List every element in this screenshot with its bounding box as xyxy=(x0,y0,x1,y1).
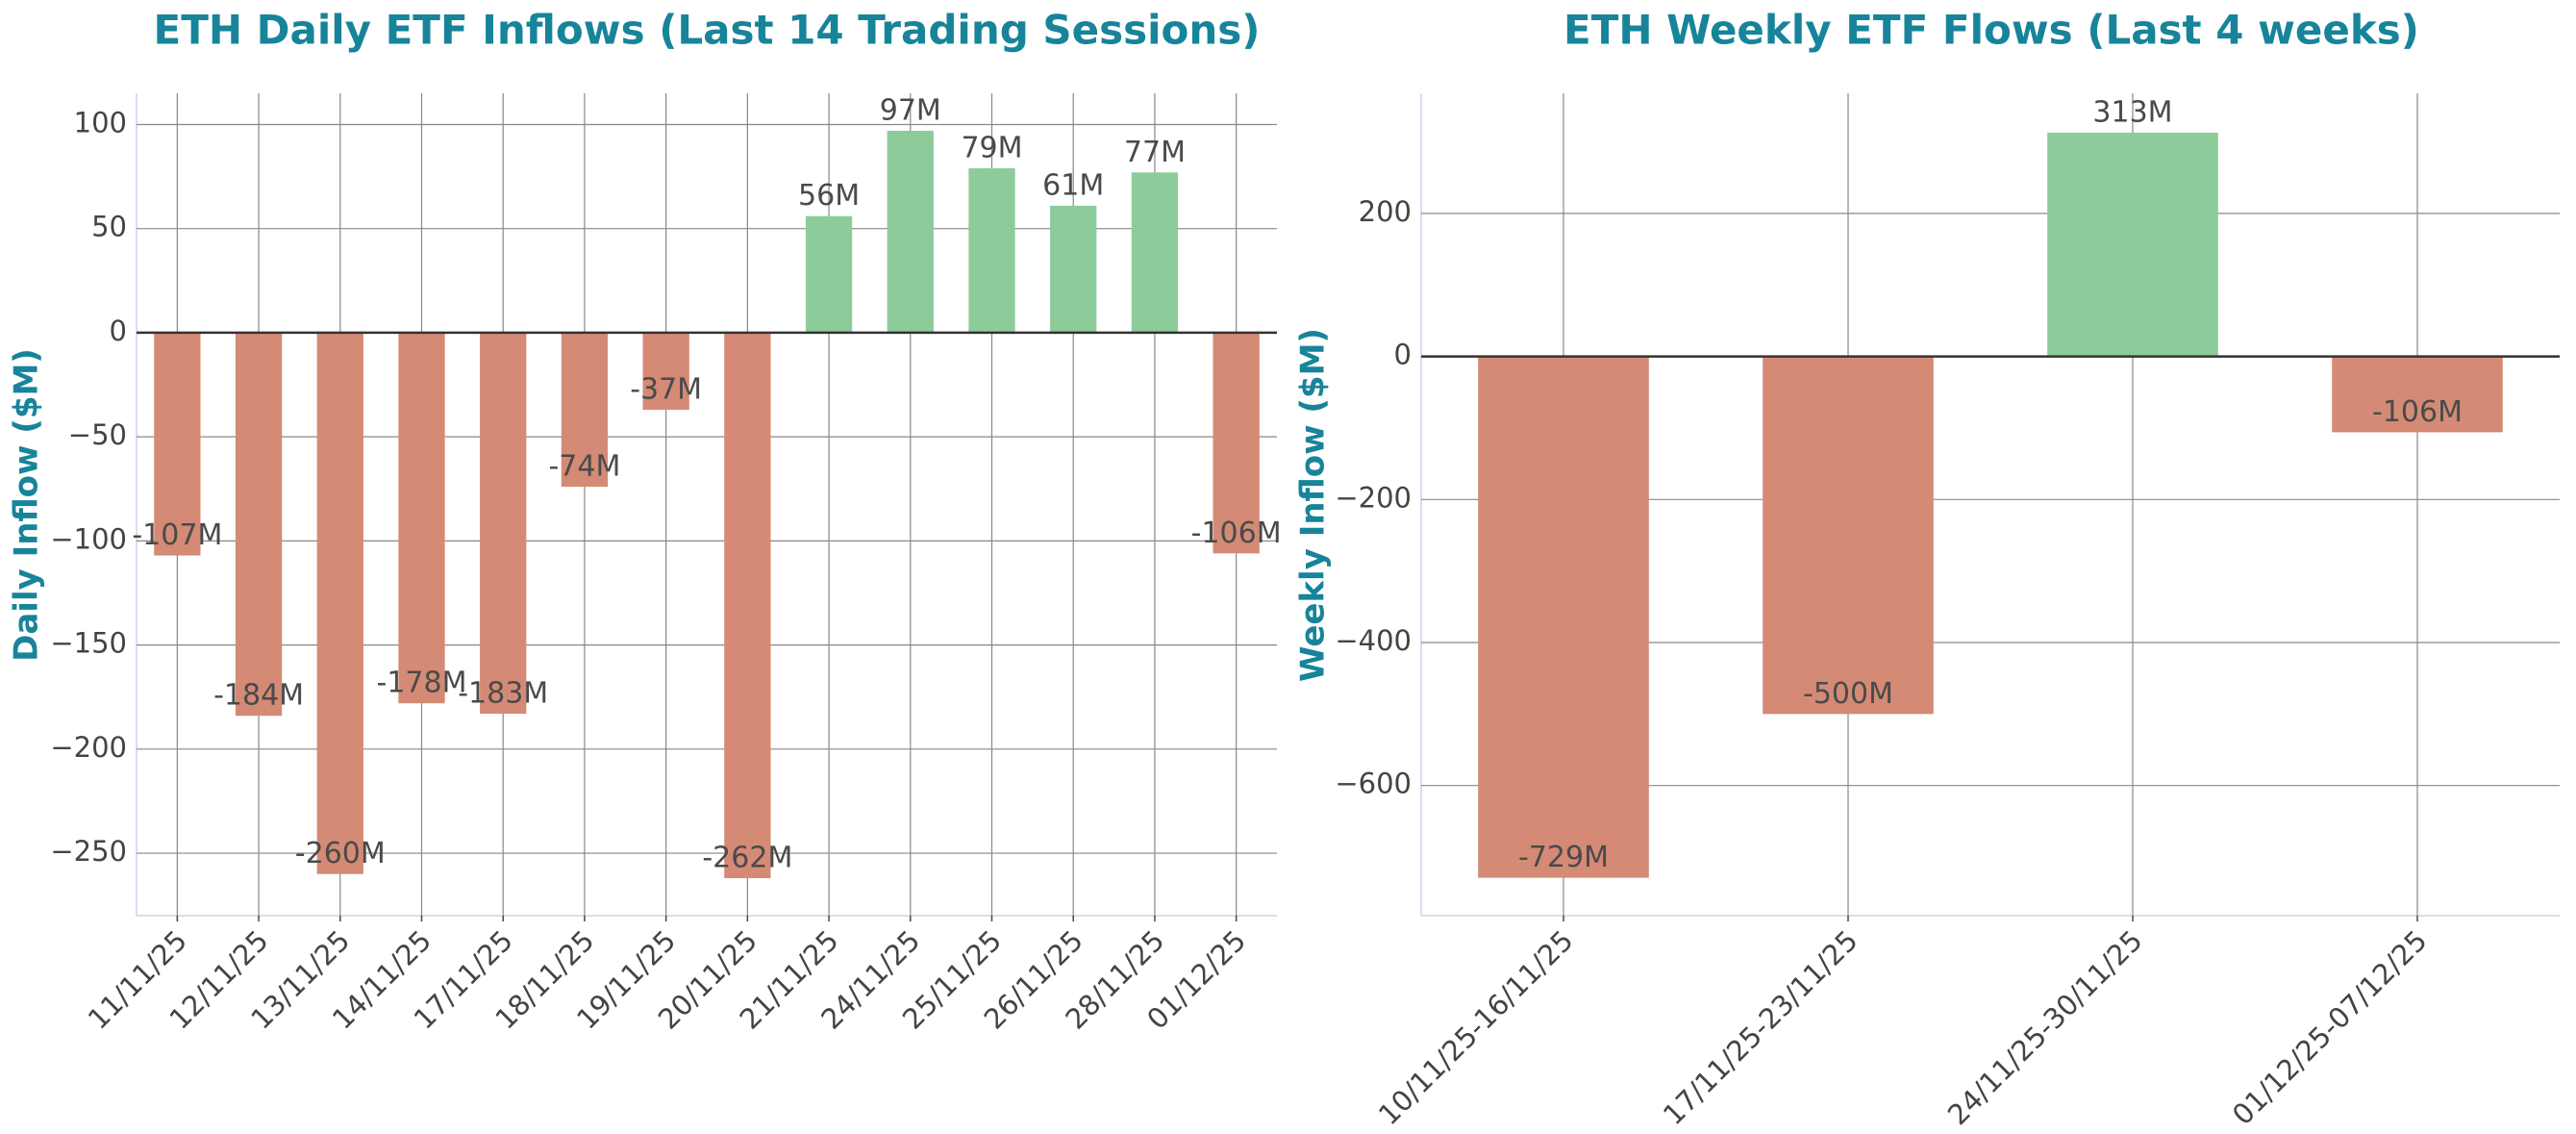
bar xyxy=(398,332,445,704)
data-label: -262M xyxy=(702,842,792,875)
y-tick-label: −600 xyxy=(1335,768,1412,800)
data-label: 313M xyxy=(2092,95,2172,129)
bar xyxy=(154,332,201,556)
data-label: -178M xyxy=(377,667,467,700)
data-label: -260M xyxy=(295,837,386,870)
data-label: 79M xyxy=(961,131,1022,164)
x-tick-label: 24/11/25-30/11/25 xyxy=(1941,924,2149,1130)
y-axis-label: Daily Inflow ($M) xyxy=(8,348,46,662)
y-tick-label: −50 xyxy=(68,418,127,451)
y-tick-label: −250 xyxy=(50,835,127,868)
bar xyxy=(235,332,283,717)
data-label: 77M xyxy=(1124,136,1186,169)
y-tick-label: −200 xyxy=(50,731,127,764)
y-tick-label: 0 xyxy=(1394,339,1412,371)
y-tick-label: 200 xyxy=(1359,195,1412,228)
bar xyxy=(805,215,853,333)
y-tick-label: −200 xyxy=(1335,481,1412,514)
x-tick-label: 17/11/25-23/11/25 xyxy=(1657,924,1864,1130)
bar xyxy=(1131,172,1179,333)
y-tick-label: 100 xyxy=(74,106,127,139)
bar xyxy=(887,130,934,333)
data-label: -106M xyxy=(2372,395,2463,429)
data-label: 61M xyxy=(1042,168,1104,202)
chart-title: ETH Weekly ETF Flows (Last 4 weeks) xyxy=(1563,7,2419,54)
bar xyxy=(968,167,1015,333)
data-label: -107M xyxy=(132,518,222,552)
data-label: -183M xyxy=(458,677,548,711)
y-tick-label: −150 xyxy=(50,627,127,660)
data-label: -37M xyxy=(630,373,702,407)
bar xyxy=(1478,356,1649,878)
bar xyxy=(2332,356,2503,433)
x-tick-label: 10/11/25-16/11/25 xyxy=(1372,924,1580,1130)
data-label: 97M xyxy=(880,93,941,127)
bar xyxy=(561,332,609,488)
data-label: 56M xyxy=(798,179,860,213)
bar xyxy=(1050,205,1097,333)
bar xyxy=(480,332,527,715)
data-label: -500M xyxy=(1803,677,1893,711)
y-tick-label: 0 xyxy=(110,315,127,347)
bar xyxy=(2047,132,2218,357)
data-label: -184M xyxy=(213,679,304,713)
x-tick-label: 01/12/25-07/12/25 xyxy=(2226,924,2434,1130)
data-label: -106M xyxy=(1191,517,1282,550)
bar xyxy=(642,332,689,411)
data-label: -729M xyxy=(1518,841,1609,874)
chart-title: ETH Daily ETF Inflows (Last 14 Trading S… xyxy=(154,7,1261,54)
bar xyxy=(316,332,363,874)
y-tick-label: 50 xyxy=(91,211,127,243)
y-tick-label: −100 xyxy=(50,522,127,555)
bar xyxy=(1763,356,1934,715)
bar xyxy=(1213,332,1260,554)
data-label: -74M xyxy=(548,450,620,484)
y-tick-label: −400 xyxy=(1335,624,1412,657)
y-axis-label: Weekly Inflow ($M) xyxy=(1294,328,1333,682)
bar xyxy=(724,332,771,879)
